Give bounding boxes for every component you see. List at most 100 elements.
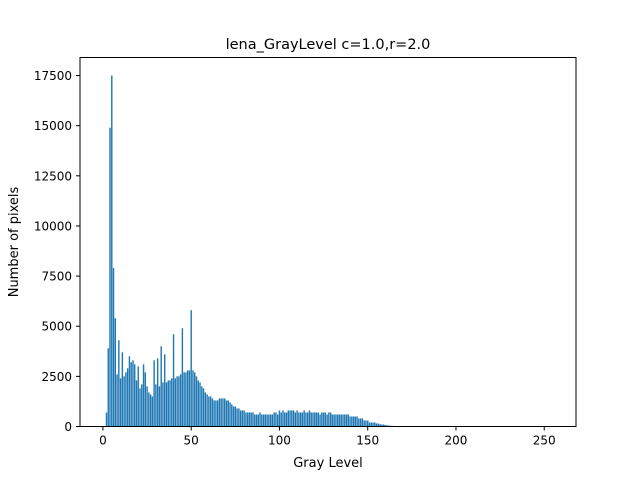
- histogram-bar: [150, 394, 151, 426]
- histogram-bar: [259, 412, 260, 426]
- y-tick-label: 5000: [41, 320, 72, 334]
- histogram-bar: [367, 420, 368, 426]
- histogram-bar: [296, 410, 297, 426]
- histogram-bar: [109, 128, 110, 427]
- histogram-bar: [217, 400, 218, 426]
- y-tick-label: 12500: [34, 169, 72, 183]
- histogram-bar: [303, 410, 304, 426]
- histogram-bar: [281, 412, 282, 426]
- histogram-bar: [247, 412, 248, 426]
- histogram-bar: [374, 422, 375, 426]
- histogram-bar: [129, 356, 130, 426]
- histogram-bar: [146, 386, 147, 426]
- histogram-bar: [256, 414, 257, 426]
- histogram-bar: [319, 414, 320, 426]
- bars-group: [106, 76, 404, 427]
- histogram-bar: [243, 410, 244, 426]
- histogram-bar: [159, 386, 160, 426]
- histogram-bar: [342, 414, 343, 426]
- x-tick-label: 50: [184, 434, 199, 448]
- histogram-bar: [369, 422, 370, 426]
- histogram-bar: [270, 414, 271, 426]
- histogram-bar: [136, 380, 137, 426]
- histogram-bar: [242, 410, 243, 426]
- histogram-bar: [362, 418, 363, 426]
- histogram-bar: [183, 372, 184, 426]
- histogram-bar: [139, 388, 140, 426]
- histogram-bar: [332, 414, 333, 426]
- histogram-bar: [111, 76, 112, 427]
- histogram-bar: [171, 378, 172, 426]
- histogram-bar: [252, 412, 253, 426]
- x-tick-label: 150: [356, 434, 379, 448]
- histogram-bar: [326, 414, 327, 426]
- histogram-bar: [141, 384, 142, 426]
- histogram-bar: [203, 388, 204, 426]
- histogram-bar: [335, 414, 336, 426]
- histogram-bar: [293, 410, 294, 426]
- histogram-bar: [240, 410, 241, 426]
- histogram-bar: [254, 414, 255, 426]
- histogram-bar: [233, 406, 234, 426]
- y-tick-label: 10000: [34, 219, 72, 233]
- histogram-bar: [134, 364, 135, 426]
- y-axis-label: Number of pixels: [7, 186, 22, 297]
- histogram-bar: [325, 412, 326, 426]
- histogram-bar: [196, 376, 197, 426]
- histogram-bar: [205, 392, 206, 426]
- histogram-bar: [305, 412, 306, 426]
- histogram-bar: [199, 382, 200, 426]
- histogram-bar: [330, 412, 331, 426]
- y-tick-label: 2500: [41, 370, 72, 384]
- histogram-bar: [127, 368, 128, 426]
- histogram-bar: [282, 410, 283, 426]
- histogram-bar: [321, 412, 322, 426]
- histogram-bar: [194, 372, 195, 426]
- histogram-bar: [175, 378, 176, 426]
- histogram-bar: [191, 310, 192, 426]
- histogram-bar: [273, 412, 274, 426]
- histogram-bar: [168, 380, 169, 426]
- histogram-bar: [116, 374, 117, 426]
- histogram-bar: [221, 398, 222, 426]
- histogram-bar: [169, 380, 170, 426]
- y-tick-label: 15000: [34, 119, 72, 133]
- histogram-bar: [337, 414, 338, 426]
- histogram-bar: [236, 408, 237, 426]
- histogram-bar: [130, 362, 131, 426]
- histogram-bar: [229, 402, 230, 426]
- histogram-bar: [279, 410, 280, 426]
- histogram-bar: [355, 416, 356, 426]
- histogram-bar: [372, 422, 373, 426]
- histogram-bar: [201, 386, 202, 426]
- histogram-bar: [235, 406, 236, 426]
- histogram-bar: [272, 414, 273, 426]
- histogram-bar: [115, 318, 116, 426]
- histogram-bar: [238, 408, 239, 426]
- histogram-bar: [275, 412, 276, 426]
- histogram-bar: [298, 412, 299, 426]
- histogram-bar: [113, 268, 114, 426]
- histogram-bar: [106, 412, 107, 426]
- histogram-bar: [153, 360, 154, 426]
- histogram-bar: [182, 328, 183, 426]
- histogram-bar: [224, 398, 225, 426]
- histogram-bar: [291, 410, 292, 426]
- histogram-bar: [185, 372, 186, 426]
- histogram-bar: [358, 418, 359, 426]
- histogram-bar: [160, 346, 161, 426]
- histogram-bar: [122, 352, 123, 426]
- histogram-bar: [360, 418, 361, 426]
- histogram-bar: [263, 414, 264, 426]
- histogram-bar: [157, 358, 158, 426]
- histogram-bar: [249, 412, 250, 426]
- histogram-bar: [265, 414, 266, 426]
- histogram-bar: [341, 414, 342, 426]
- histogram-bar: [261, 414, 262, 426]
- histogram-bar: [339, 414, 340, 426]
- histogram-bar: [120, 378, 121, 426]
- y-tick-label: 7500: [41, 270, 72, 284]
